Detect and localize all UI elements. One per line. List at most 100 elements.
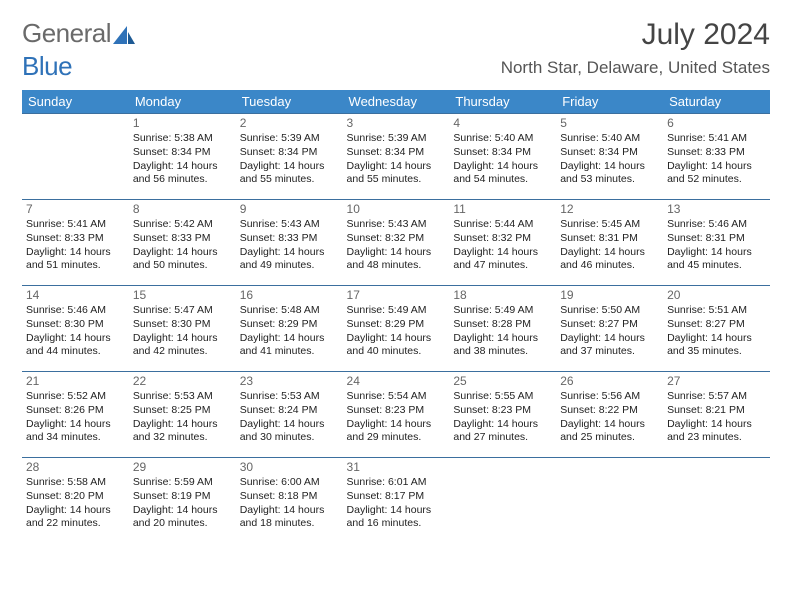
sunrise-text: Sunrise: 5:39 AM <box>347 132 446 146</box>
day-number: 21 <box>26 374 125 390</box>
sunrise-text: Sunrise: 5:40 AM <box>560 132 659 146</box>
calendar-day-cell: 25Sunrise: 5:55 AMSunset: 8:23 PMDayligh… <box>449 371 556 457</box>
day-number: 16 <box>240 288 339 304</box>
daylight-text: Daylight: 14 hours <box>133 504 232 518</box>
brand-sail-icon <box>113 20 135 51</box>
day-number: 9 <box>240 202 339 218</box>
calendar-empty-cell <box>449 457 556 543</box>
day-number: 27 <box>667 374 766 390</box>
sunrise-text: Sunrise: 5:46 AM <box>26 304 125 318</box>
daylight-text: Daylight: 14 hours <box>26 332 125 346</box>
day-number: 1 <box>133 116 232 132</box>
day-number: 2 <box>240 116 339 132</box>
sunrise-text: Sunrise: 5:42 AM <box>133 218 232 232</box>
calendar-day-cell: 15Sunrise: 5:47 AMSunset: 8:30 PMDayligh… <box>129 285 236 371</box>
daylight-text: and 53 minutes. <box>560 173 659 187</box>
day-number: 4 <box>453 116 552 132</box>
brand-text: GeneralBlue <box>22 18 135 82</box>
sunrise-text: Sunrise: 6:00 AM <box>240 476 339 490</box>
sunset-text: Sunset: 8:34 PM <box>133 146 232 160</box>
weekday-header: Saturday <box>663 90 770 114</box>
daylight-text: and 27 minutes. <box>453 431 552 445</box>
calendar-day-cell: 30Sunrise: 6:00 AMSunset: 8:18 PMDayligh… <box>236 457 343 543</box>
calendar-empty-cell <box>22 113 129 199</box>
weekday-header: Monday <box>129 90 236 114</box>
sunset-text: Sunset: 8:22 PM <box>560 404 659 418</box>
daylight-text: Daylight: 14 hours <box>560 160 659 174</box>
day-number: 15 <box>133 288 232 304</box>
sunset-text: Sunset: 8:34 PM <box>240 146 339 160</box>
sunrise-text: Sunrise: 5:59 AM <box>133 476 232 490</box>
sunrise-text: Sunrise: 5:43 AM <box>347 218 446 232</box>
sunset-text: Sunset: 8:32 PM <box>347 232 446 246</box>
day-number: 5 <box>560 116 659 132</box>
daylight-text: Daylight: 14 hours <box>240 246 339 260</box>
sunrise-text: Sunrise: 5:53 AM <box>133 390 232 404</box>
daylight-text: Daylight: 14 hours <box>453 246 552 260</box>
day-number: 26 <box>560 374 659 390</box>
daylight-text: Daylight: 14 hours <box>560 332 659 346</box>
calendar-week-row: 28Sunrise: 5:58 AMSunset: 8:20 PMDayligh… <box>22 457 770 543</box>
day-number: 28 <box>26 460 125 476</box>
daylight-text: and 18 minutes. <box>240 517 339 531</box>
calendar-day-cell: 4Sunrise: 5:40 AMSunset: 8:34 PMDaylight… <box>449 113 556 199</box>
daylight-text: and 49 minutes. <box>240 259 339 273</box>
daylight-text: and 45 minutes. <box>667 259 766 273</box>
sunrise-text: Sunrise: 5:40 AM <box>453 132 552 146</box>
daylight-text: Daylight: 14 hours <box>26 504 125 518</box>
sunrise-text: Sunrise: 5:53 AM <box>240 390 339 404</box>
header: GeneralBlue July 2024 North Star, Delawa… <box>22 18 770 82</box>
day-number: 23 <box>240 374 339 390</box>
daylight-text: Daylight: 14 hours <box>133 160 232 174</box>
sunset-text: Sunset: 8:31 PM <box>560 232 659 246</box>
calendar-day-cell: 24Sunrise: 5:54 AMSunset: 8:23 PMDayligh… <box>343 371 450 457</box>
daylight-text: Daylight: 14 hours <box>347 418 446 432</box>
calendar-day-cell: 8Sunrise: 5:42 AMSunset: 8:33 PMDaylight… <box>129 199 236 285</box>
calendar-day-cell: 22Sunrise: 5:53 AMSunset: 8:25 PMDayligh… <box>129 371 236 457</box>
sunrise-text: Sunrise: 5:38 AM <box>133 132 232 146</box>
sunrise-text: Sunrise: 5:47 AM <box>133 304 232 318</box>
daylight-text: Daylight: 14 hours <box>347 246 446 260</box>
sunrise-text: Sunrise: 5:45 AM <box>560 218 659 232</box>
weekday-header: Thursday <box>449 90 556 114</box>
daylight-text: and 41 minutes. <box>240 345 339 359</box>
weekday-header-row: SundayMondayTuesdayWednesdayThursdayFrid… <box>22 90 770 114</box>
day-number: 13 <box>667 202 766 218</box>
daylight-text: Daylight: 14 hours <box>133 332 232 346</box>
daylight-text: Daylight: 14 hours <box>240 504 339 518</box>
calendar-day-cell: 17Sunrise: 5:49 AMSunset: 8:29 PMDayligh… <box>343 285 450 371</box>
daylight-text: Daylight: 14 hours <box>240 418 339 432</box>
daylight-text: and 25 minutes. <box>560 431 659 445</box>
sunset-text: Sunset: 8:27 PM <box>560 318 659 332</box>
daylight-text: Daylight: 14 hours <box>453 332 552 346</box>
calendar-day-cell: 26Sunrise: 5:56 AMSunset: 8:22 PMDayligh… <box>556 371 663 457</box>
sunrise-text: Sunrise: 5:46 AM <box>667 218 766 232</box>
calendar-day-cell: 18Sunrise: 5:49 AMSunset: 8:28 PMDayligh… <box>449 285 556 371</box>
day-number: 22 <box>133 374 232 390</box>
day-number: 19 <box>560 288 659 304</box>
calendar-day-cell: 31Sunrise: 6:01 AMSunset: 8:17 PMDayligh… <box>343 457 450 543</box>
calendar-body: 1Sunrise: 5:38 AMSunset: 8:34 PMDaylight… <box>22 113 770 543</box>
calendar-day-cell: 13Sunrise: 5:46 AMSunset: 8:31 PMDayligh… <box>663 199 770 285</box>
sunrise-text: Sunrise: 5:41 AM <box>667 132 766 146</box>
sunset-text: Sunset: 8:23 PM <box>453 404 552 418</box>
sunrise-text: Sunrise: 5:57 AM <box>667 390 766 404</box>
calendar-day-cell: 6Sunrise: 5:41 AMSunset: 8:33 PMDaylight… <box>663 113 770 199</box>
daylight-text: and 35 minutes. <box>667 345 766 359</box>
daylight-text: and 46 minutes. <box>560 259 659 273</box>
daylight-text: and 50 minutes. <box>133 259 232 273</box>
day-number: 3 <box>347 116 446 132</box>
daylight-text: Daylight: 14 hours <box>667 160 766 174</box>
daylight-text: Daylight: 14 hours <box>347 504 446 518</box>
calendar-day-cell: 23Sunrise: 5:53 AMSunset: 8:24 PMDayligh… <box>236 371 343 457</box>
day-number: 31 <box>347 460 446 476</box>
day-number: 18 <box>453 288 552 304</box>
calendar-day-cell: 1Sunrise: 5:38 AMSunset: 8:34 PMDaylight… <box>129 113 236 199</box>
daylight-text: and 16 minutes. <box>347 517 446 531</box>
calendar-day-cell: 3Sunrise: 5:39 AMSunset: 8:34 PMDaylight… <box>343 113 450 199</box>
daylight-text: and 32 minutes. <box>133 431 232 445</box>
day-number: 6 <box>667 116 766 132</box>
sunset-text: Sunset: 8:33 PM <box>240 232 339 246</box>
sunset-text: Sunset: 8:33 PM <box>667 146 766 160</box>
sunrise-text: Sunrise: 5:52 AM <box>26 390 125 404</box>
